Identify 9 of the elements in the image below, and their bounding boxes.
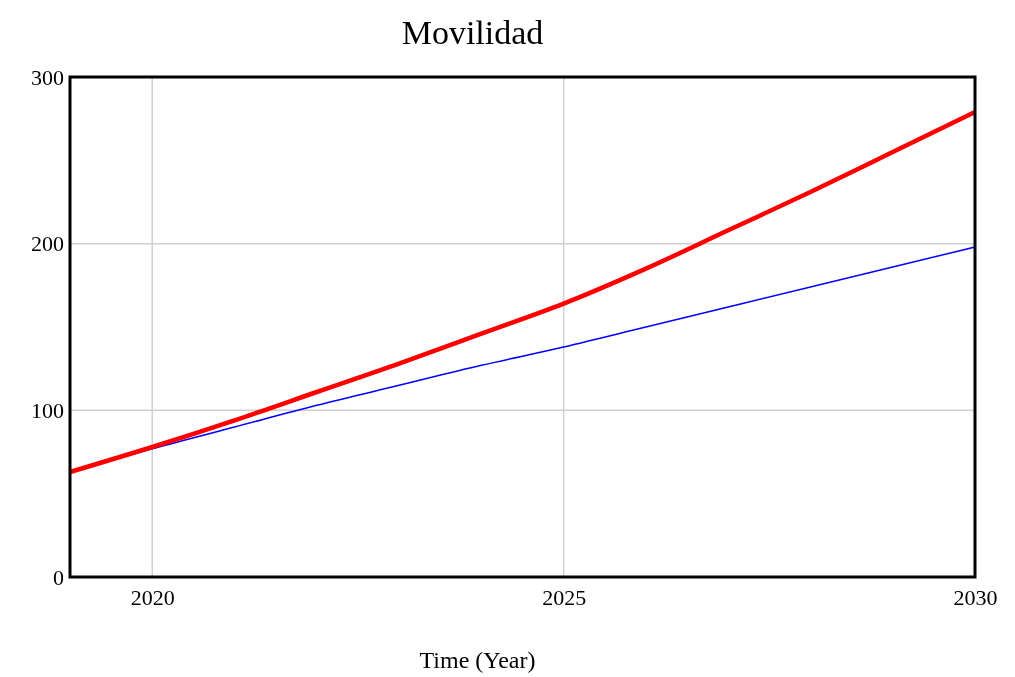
- chart-title: Movilidad: [401, 14, 544, 51]
- x-tick-label: 2030: [953, 584, 998, 610]
- y-tick-label: 100: [31, 397, 64, 423]
- x-tick-label: 2025: [542, 584, 587, 610]
- x-axis-title: Time (Year): [419, 647, 536, 673]
- y-tick-label: 200: [31, 231, 64, 257]
- y-tick-label: 0: [53, 564, 64, 590]
- x-tick-label: 2020: [130, 584, 175, 610]
- y-tick-label: 300: [31, 64, 64, 90]
